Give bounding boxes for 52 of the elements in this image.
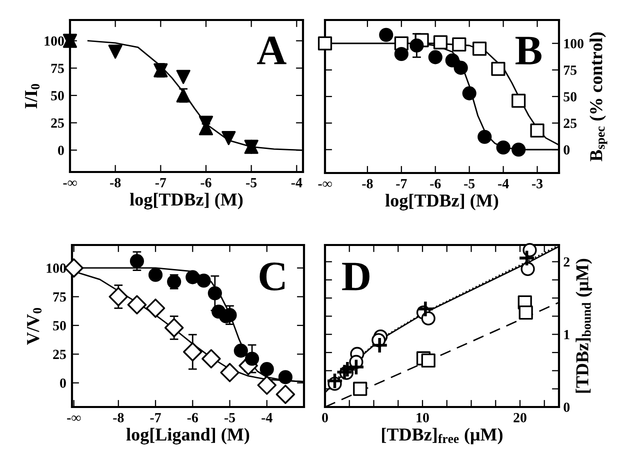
x-tick-label: 20 (514, 412, 526, 422)
y-tick-label: 0 (60, 378, 66, 388)
annotation: A (257, 36, 286, 64)
x-axis-title: log[TDBz] (M) (385, 194, 498, 210)
y2-tick-label: 100 (564, 38, 584, 48)
x-tick-label: -4 (262, 413, 272, 422)
y2-tick-label: 25 (564, 118, 577, 128)
x-tick-label: -∞ (63, 180, 77, 186)
x-tick-label: -6 (200, 178, 212, 188)
x-tick-label: -7 (155, 178, 166, 188)
x-tick-label: -4 (291, 178, 302, 188)
x-axis-title: log[Ligand] (M) (126, 428, 250, 444)
y2-tick-label: 75 (564, 66, 577, 75)
y2-tick-label: 0 (564, 145, 570, 155)
x-tick-label: 0 (322, 412, 328, 422)
y-tick-label: 100 (46, 264, 66, 273)
y-tick-label: 75 (51, 64, 64, 74)
x-tick-label: -3 (532, 178, 543, 188)
y-axis-title: V/V$_{0}$ (27, 308, 42, 345)
x-tick-label: -8 (113, 412, 124, 422)
y-tick-label: 50 (51, 91, 64, 100)
y-tick-label: 100 (44, 36, 64, 46)
annotation: B (516, 36, 542, 64)
x-tick-label: -4 (498, 179, 509, 188)
x-tick-label: -8 (110, 178, 121, 188)
y2-tick-label: 50 (564, 92, 577, 102)
x-tick-label: -8 (362, 178, 373, 188)
x-tick-label: -5 (224, 413, 236, 422)
y-axis-title: I/I$_{0}$ (25, 84, 40, 108)
y2-axis-title: B$_{spec}$ (% control) (590, 32, 608, 162)
x-tick-label: -6 (187, 412, 198, 422)
x-tick-label: -5 (246, 178, 257, 188)
x-axis-title: [TDBz]$_{free}$ (μM) (382, 428, 502, 444)
y-tick-label: 75 (53, 292, 66, 302)
y-tick-label: 25 (51, 118, 64, 128)
y-tick-label: 0 (58, 146, 64, 156)
y2-tick-label: 2 (564, 257, 570, 267)
x-axis-title: log[TDBz] (M) (130, 192, 243, 210)
x-tick-label: -∞ (318, 182, 332, 187)
x-tick-label: -7 (150, 413, 161, 422)
y2-tick-label: 1 (564, 330, 570, 340)
y2-axis-title: [TDBz]$_{bound}$ (μM) (576, 258, 592, 393)
y2-tick-label: 0 (564, 402, 570, 412)
x-tick-label: -6 (430, 178, 441, 188)
x-tick-label: -7 (396, 179, 407, 188)
annotation: C (260, 262, 285, 291)
y-tick-label: 50 (53, 321, 66, 330)
x-tick-label: 10 (416, 412, 429, 422)
y-tick-label: 25 (53, 350, 66, 360)
x-tick-label: -5 (464, 179, 475, 188)
annotation: D (342, 262, 370, 290)
x-tick-label: -∞ (67, 416, 81, 421)
